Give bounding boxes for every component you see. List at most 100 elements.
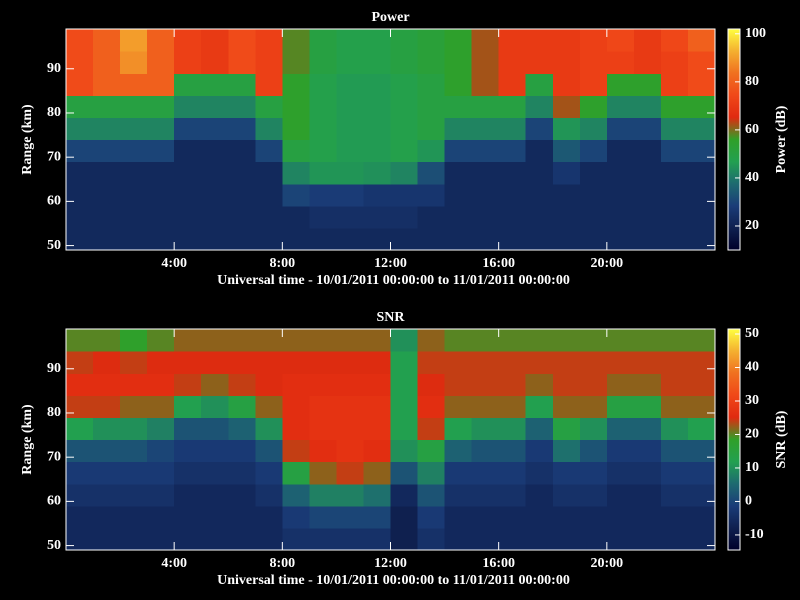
heatmap-cell xyxy=(444,73,473,96)
heatmap-cell xyxy=(390,329,419,352)
heatmap-cell xyxy=(201,227,229,251)
heatmap-cell xyxy=(309,183,338,207)
heatmap-cell xyxy=(498,505,527,529)
heatmap-cell xyxy=(660,29,689,52)
heatmap-cell xyxy=(336,95,365,118)
heatmap-cell xyxy=(525,373,554,396)
heatmap-cell xyxy=(282,417,310,441)
heatmap-cell xyxy=(66,461,94,485)
heatmap-cell xyxy=(525,73,554,96)
heatmap-cell xyxy=(363,373,392,396)
heatmap-cell xyxy=(120,417,148,441)
x-tick-label: 8:00 xyxy=(269,256,295,271)
heatmap-cell xyxy=(309,73,338,96)
heatmap-cell xyxy=(174,117,202,141)
heatmap-cell xyxy=(498,139,527,163)
heatmap-cell xyxy=(606,329,635,352)
heatmap-cell xyxy=(66,227,94,251)
heatmap-cell xyxy=(336,373,365,396)
heatmap-cell xyxy=(633,505,662,529)
x-tick-label: 12:00 xyxy=(374,556,407,571)
heatmap-cell xyxy=(471,351,500,374)
heatmap-cell xyxy=(174,29,202,52)
heatmap-cell xyxy=(471,505,500,529)
heatmap-cell xyxy=(255,205,283,229)
heatmap-cell xyxy=(201,417,229,441)
heatmap-cell xyxy=(93,417,121,441)
heatmap-cell xyxy=(93,51,121,74)
colorbar-label: Power (dB) xyxy=(774,105,789,173)
heatmap-cell xyxy=(282,505,310,529)
heatmap-cell xyxy=(417,51,446,74)
heatmap-cell xyxy=(417,461,446,485)
heatmap-cell xyxy=(633,139,662,163)
heatmap-cell xyxy=(282,139,310,163)
heatmap-cell xyxy=(201,351,229,374)
heatmap-cell xyxy=(255,483,283,507)
heatmap-cell xyxy=(66,483,94,507)
heatmap-cell xyxy=(687,29,716,52)
colorbar-tick-label: 20 xyxy=(745,427,759,442)
heatmap-cell xyxy=(309,395,338,418)
heatmap-cell xyxy=(417,439,446,463)
heatmap-cell xyxy=(579,329,608,352)
heatmap-cell xyxy=(147,117,175,141)
heatmap-cell xyxy=(606,351,635,374)
heatmap-cell xyxy=(255,351,283,374)
colorbar-label: SNR (dB) xyxy=(774,410,789,468)
heatmap-cell xyxy=(228,117,256,141)
heatmap-cell xyxy=(579,51,608,74)
heatmap-cell xyxy=(363,483,392,507)
heatmap-cell xyxy=(66,329,94,352)
heatmap-cell xyxy=(471,117,500,141)
heatmap-cell xyxy=(687,139,716,163)
heatmap-cell xyxy=(444,329,473,352)
heatmap-cell xyxy=(147,417,175,441)
heatmap-cell xyxy=(417,183,446,207)
heatmap-cell xyxy=(93,73,121,96)
heatmap-cell xyxy=(228,161,256,185)
heatmap-cell xyxy=(363,505,392,529)
heatmap-cell xyxy=(93,395,121,418)
heatmap-cell xyxy=(147,73,175,96)
y-axis-label: Range (km) xyxy=(20,104,35,175)
heatmap-cell xyxy=(309,227,338,251)
x-tick-label: 4:00 xyxy=(161,556,187,571)
heatmap-cell xyxy=(633,527,662,551)
heatmap-cell xyxy=(228,395,256,418)
heatmap-cell xyxy=(174,483,202,507)
heatmap-cell xyxy=(363,29,392,52)
heatmap-cell xyxy=(120,373,148,396)
heatmap-cell xyxy=(660,461,689,485)
heatmap-cell xyxy=(336,395,365,418)
heatmap-cell xyxy=(444,29,473,52)
heatmap-cell xyxy=(201,527,229,551)
heatmap-cell xyxy=(309,139,338,163)
heatmap-cell xyxy=(228,73,256,96)
x-tick-label: 16:00 xyxy=(482,256,515,271)
heatmap-cell xyxy=(633,117,662,141)
heatmap-cell xyxy=(417,395,446,418)
heatmap-cell xyxy=(390,95,419,118)
heatmap-cell xyxy=(687,395,716,418)
heatmap-cell xyxy=(174,373,202,396)
heatmap-cell xyxy=(282,29,310,52)
heatmap-cell xyxy=(579,227,608,251)
heatmap-cell xyxy=(525,329,554,352)
heatmap-cell xyxy=(606,439,635,463)
heatmap-cell xyxy=(336,205,365,229)
heatmap-cell xyxy=(228,183,256,207)
heatmap-cell xyxy=(579,483,608,507)
heatmap-cell xyxy=(255,417,283,441)
heatmap-cell xyxy=(390,417,419,441)
heatmap-cell xyxy=(363,183,392,207)
heatmap-cell xyxy=(606,29,635,52)
heatmap-cell xyxy=(255,161,283,185)
heatmap-cell xyxy=(417,161,446,185)
heatmap-cell xyxy=(93,183,121,207)
heatmap-cell xyxy=(174,527,202,551)
heatmap-cell xyxy=(417,373,446,396)
heatmap-cell xyxy=(552,483,581,507)
heatmap-cell xyxy=(444,505,473,529)
